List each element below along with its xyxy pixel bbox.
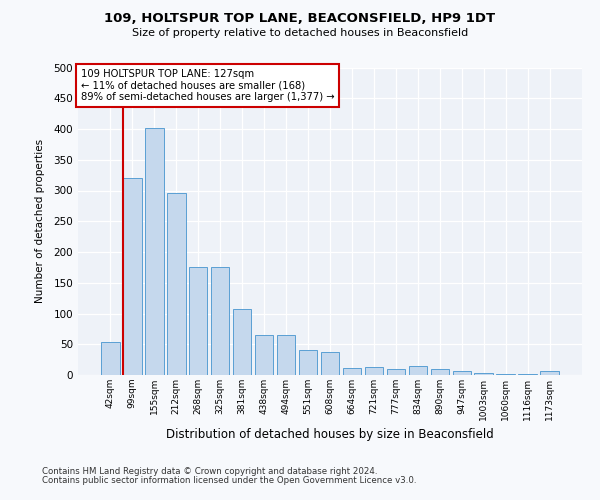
Bar <box>101 342 119 375</box>
Text: 109, HOLTSPUR TOP LANE, BEACONSFIELD, HP9 1DT: 109, HOLTSPUR TOP LANE, BEACONSFIELD, HP… <box>104 12 496 26</box>
Bar <box>496 374 515 375</box>
Bar <box>386 369 405 375</box>
Text: Size of property relative to detached houses in Beaconsfield: Size of property relative to detached ho… <box>132 28 468 38</box>
Bar <box>299 350 317 375</box>
Bar <box>452 370 471 375</box>
Bar <box>431 369 449 375</box>
Text: 109 HOLTSPUR TOP LANE: 127sqm
← 11% of detached houses are smaller (168)
89% of : 109 HOLTSPUR TOP LANE: 127sqm ← 11% of d… <box>80 69 334 102</box>
Bar <box>277 335 295 375</box>
Bar <box>320 352 340 375</box>
Bar <box>211 267 229 375</box>
Bar <box>255 335 274 375</box>
Bar <box>167 193 185 375</box>
Text: Contains public sector information licensed under the Open Government Licence v3: Contains public sector information licen… <box>42 476 416 485</box>
Y-axis label: Number of detached properties: Number of detached properties <box>35 139 45 304</box>
Bar <box>475 373 493 375</box>
Bar <box>541 372 559 375</box>
Text: Contains HM Land Registry data © Crown copyright and database right 2024.: Contains HM Land Registry data © Crown c… <box>42 467 377 476</box>
Bar <box>518 374 537 375</box>
Bar <box>409 366 427 375</box>
Bar <box>123 178 142 375</box>
X-axis label: Distribution of detached houses by size in Beaconsfield: Distribution of detached houses by size … <box>166 428 494 441</box>
Bar <box>233 308 251 375</box>
Bar <box>343 368 361 375</box>
Bar <box>145 128 164 375</box>
Bar <box>189 267 208 375</box>
Bar <box>365 367 383 375</box>
